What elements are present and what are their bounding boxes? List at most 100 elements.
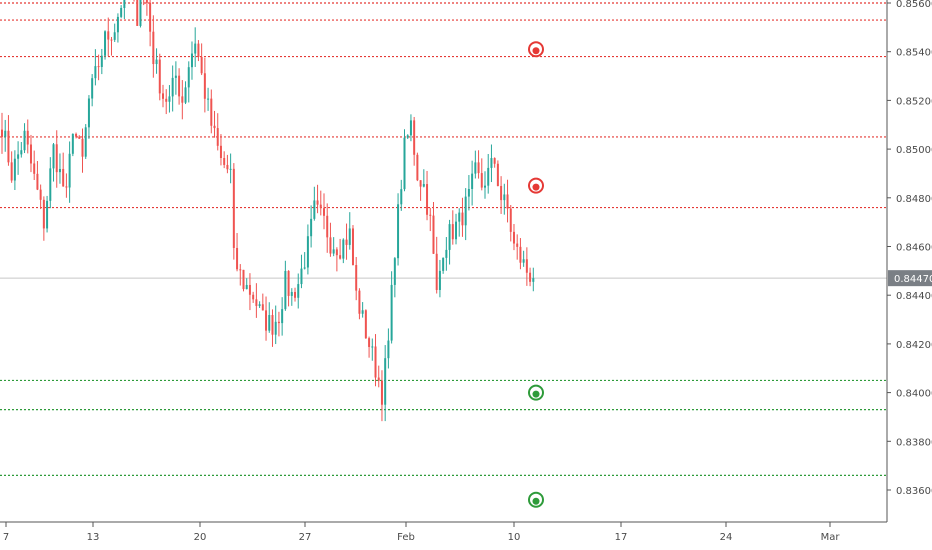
candle-body (62, 168, 65, 187)
candle-body (400, 189, 403, 205)
candle-body (232, 168, 235, 248)
candle-body (351, 228, 354, 266)
candle-body (158, 59, 161, 94)
candle-body (162, 93, 164, 99)
time-axis[interactable]: 7 13 20 27 Feb 10 17 24 Mar (3, 522, 841, 543)
candle (62, 152, 65, 187)
candle (313, 186, 316, 221)
candle (490, 144, 493, 183)
candle-body (252, 294, 255, 300)
candle-body (187, 67, 190, 88)
candle (471, 160, 474, 206)
candle-body (316, 200, 319, 205)
candle-body (46, 200, 49, 229)
candle (84, 124, 87, 159)
candle-body (123, 0, 126, 8)
candle (110, 36, 113, 56)
candle-body (345, 239, 348, 245)
candle-body (261, 304, 264, 311)
candle-body (426, 184, 429, 215)
candle-body (487, 167, 490, 186)
candle (261, 293, 264, 311)
candle-body (409, 120, 412, 136)
candle (158, 53, 161, 101)
candle-body (213, 125, 216, 129)
candle-body (181, 96, 184, 103)
candle-body (438, 270, 441, 290)
candle-body (42, 199, 45, 229)
candle (458, 208, 461, 237)
candle-body (448, 224, 451, 250)
candle (297, 273, 300, 309)
candle (522, 250, 525, 267)
candle-body (68, 153, 71, 188)
candle-body (219, 145, 222, 159)
candle (432, 202, 435, 254)
candle (361, 302, 364, 318)
candle-body (422, 184, 425, 187)
candle-body (458, 212, 461, 222)
candle (152, 15, 155, 78)
candle (467, 175, 470, 211)
candle-body (139, 0, 142, 26)
candle-body (100, 55, 103, 67)
candle (94, 49, 97, 86)
candle (97, 54, 100, 81)
candle (200, 43, 203, 76)
candle (339, 238, 342, 260)
candle (364, 309, 367, 339)
candle (1, 112, 3, 154)
candle (455, 213, 458, 245)
candle-body (310, 218, 313, 237)
candle (190, 41, 193, 80)
candle-body (94, 66, 97, 79)
candle-body (326, 215, 329, 238)
candle-body (290, 291, 293, 296)
candle (242, 269, 245, 292)
candle-body (474, 162, 477, 174)
x-tick-label: 17 (615, 532, 628, 543)
candle (13, 150, 16, 190)
target-icon-green-3 (528, 491, 544, 508)
candle-body (464, 196, 467, 226)
candle (496, 160, 499, 187)
candle (39, 184, 42, 210)
candle (17, 141, 20, 175)
candle-body (377, 377, 380, 381)
candle-body (271, 315, 274, 335)
candle (245, 278, 248, 290)
candle (265, 296, 268, 341)
candle (252, 291, 255, 303)
candle (268, 302, 271, 333)
candle (258, 301, 261, 308)
candle-body (506, 194, 509, 209)
candle-body (432, 215, 435, 254)
candle-body (277, 321, 280, 324)
candle-body (200, 57, 203, 74)
candle (329, 222, 332, 257)
candle-body (461, 212, 464, 226)
candle (300, 254, 303, 289)
candle-body (71, 133, 74, 154)
candle (403, 129, 406, 192)
candle (303, 252, 306, 270)
candle-body (519, 246, 522, 263)
candle-body (107, 31, 110, 40)
candle-body (75, 133, 78, 137)
candle-body (445, 249, 448, 258)
candle-body (294, 291, 297, 298)
candle (445, 237, 448, 271)
candle (139, 0, 142, 28)
candle-body (284, 270, 287, 310)
candle (512, 224, 515, 251)
candle (174, 61, 177, 95)
candle-body (152, 31, 155, 65)
candle-body (155, 59, 158, 65)
candle (429, 207, 432, 232)
